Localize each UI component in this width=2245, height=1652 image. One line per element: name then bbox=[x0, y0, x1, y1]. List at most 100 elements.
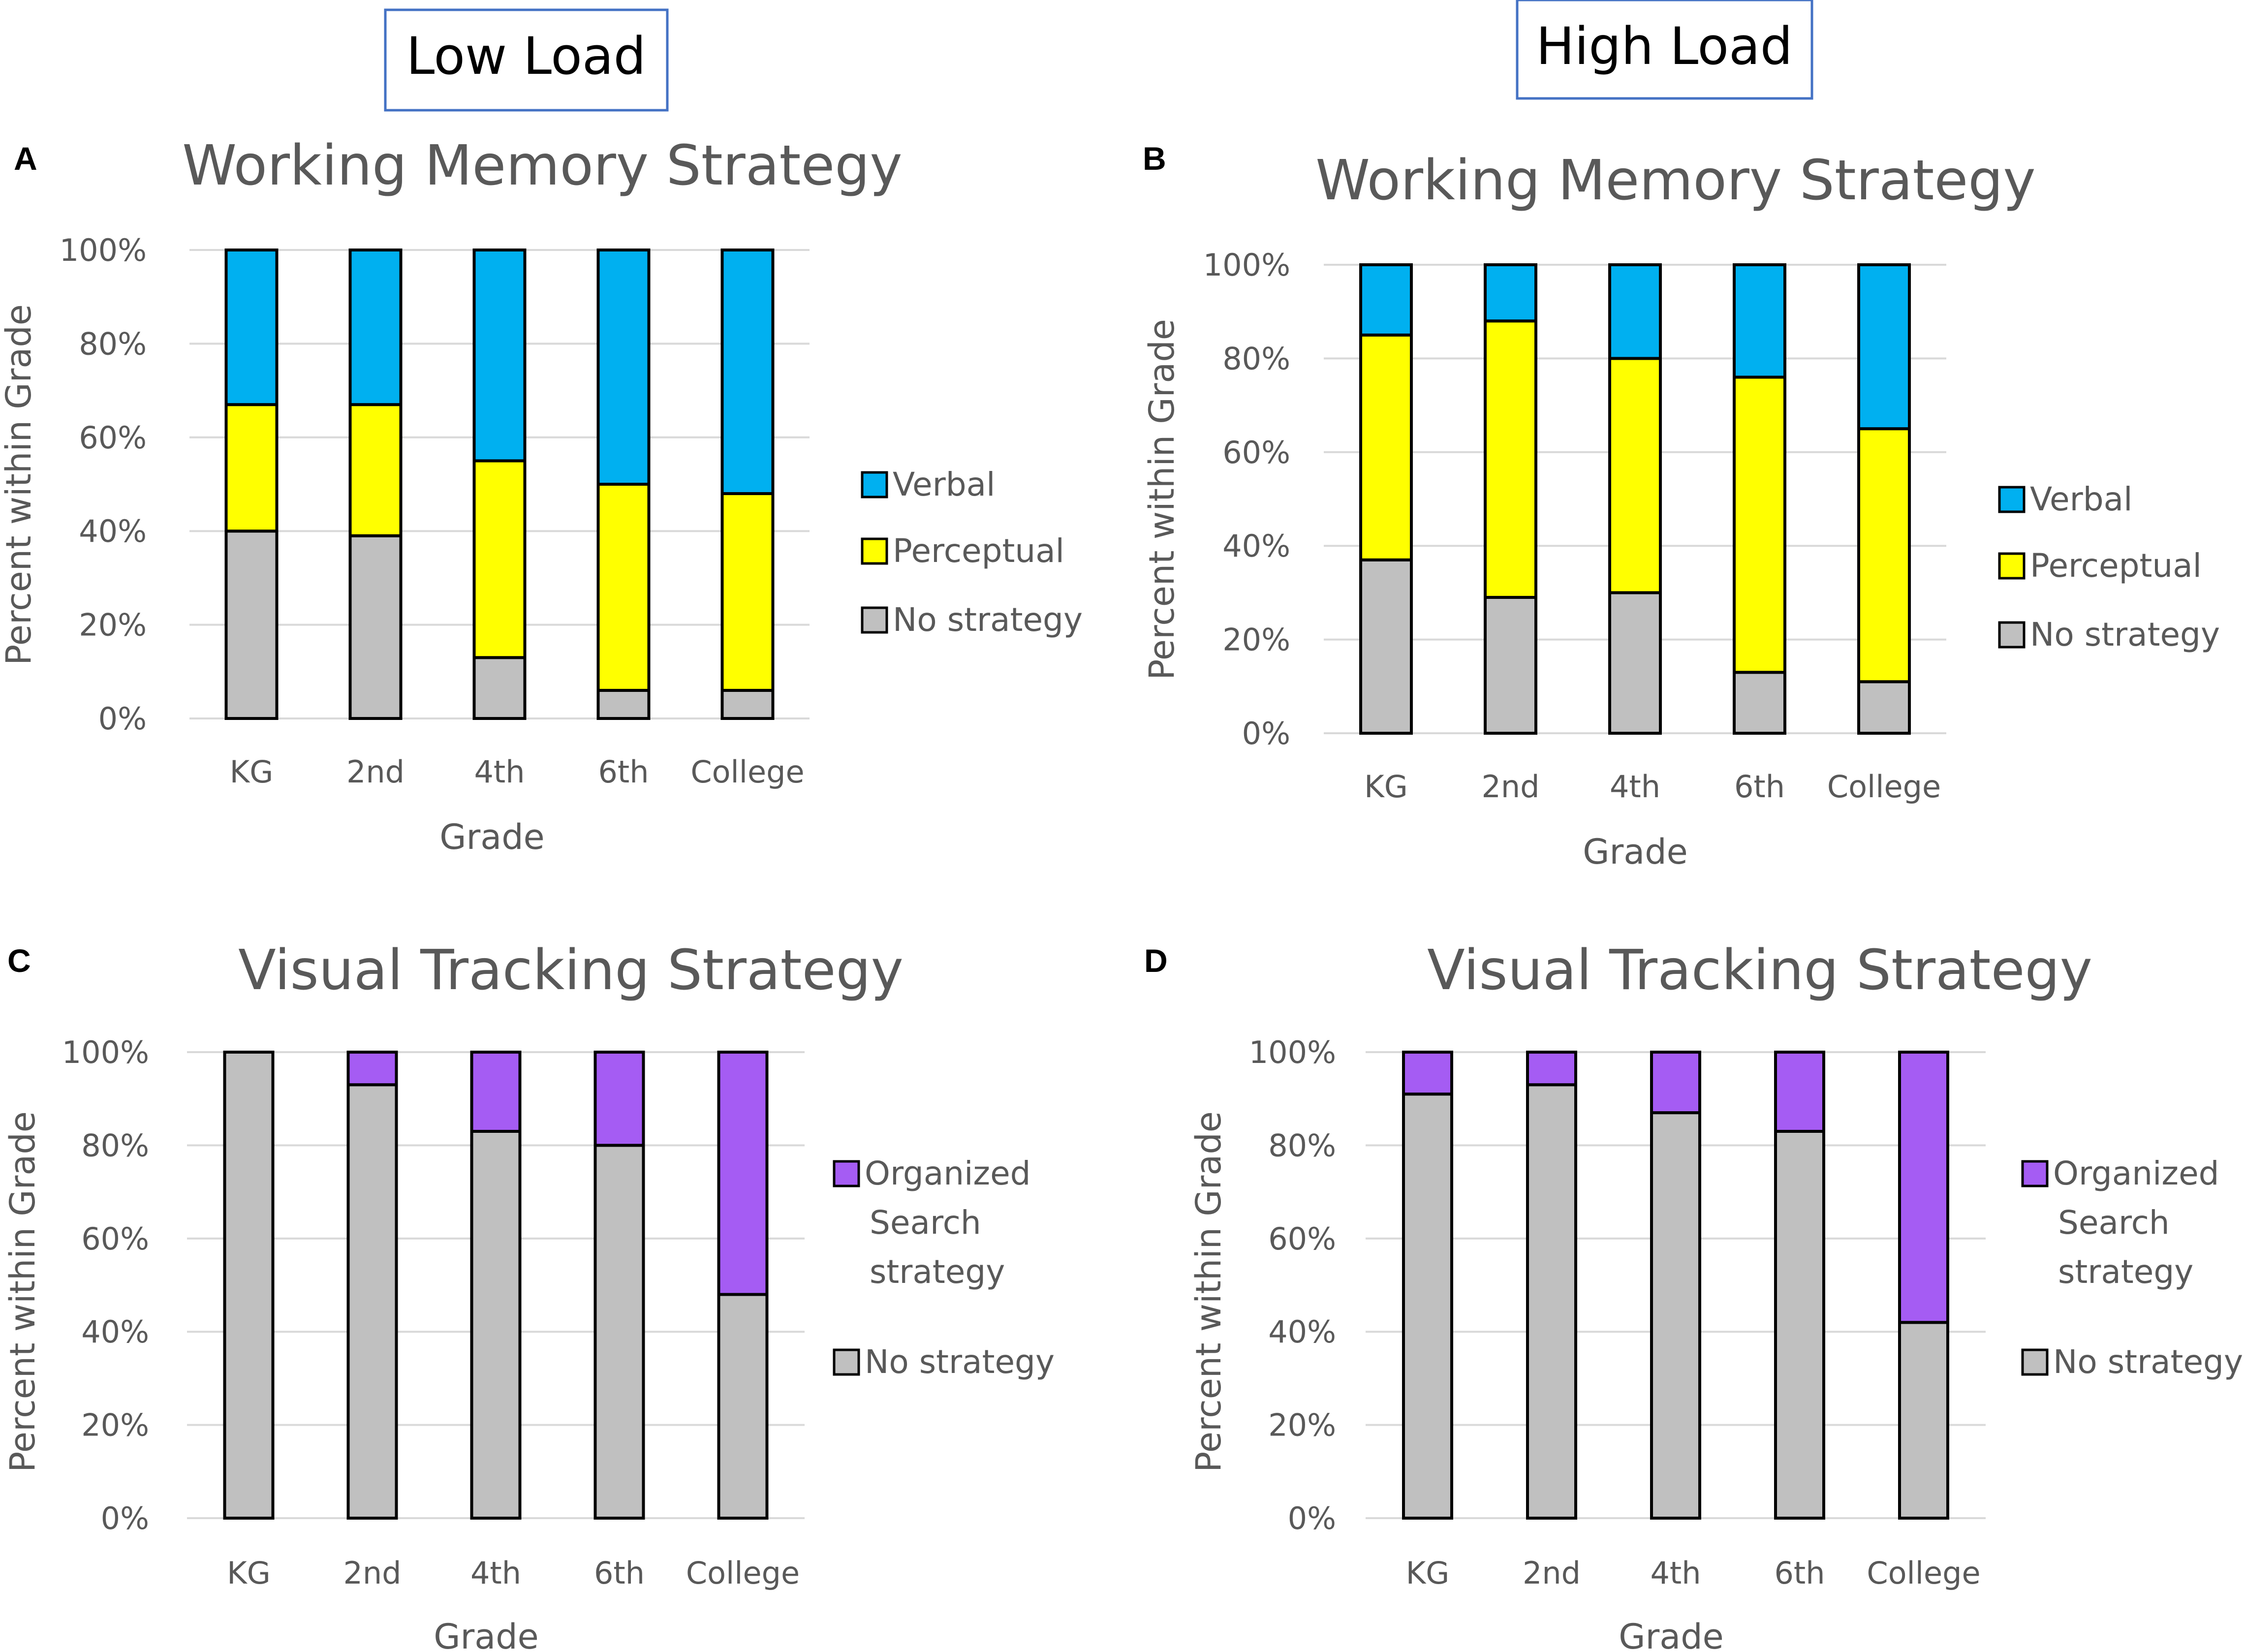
x-tick-label: KG bbox=[230, 754, 274, 790]
bar-6th-no-strategy bbox=[1733, 671, 1786, 735]
y-axis-title: Percent within Grade bbox=[1142, 319, 1182, 680]
y-tick-label: 40% bbox=[79, 513, 147, 549]
y-tick-label: 40% bbox=[1222, 528, 1290, 564]
bar-kg-verbal bbox=[1359, 263, 1413, 337]
bar-6th-organized-search-strategy bbox=[1774, 1051, 1825, 1133]
y-tick-label: 80% bbox=[79, 326, 147, 362]
bar-college-no-strategy bbox=[1898, 1321, 1949, 1520]
bar-2nd-no-strategy bbox=[346, 1083, 398, 1520]
y-tick-label: 40% bbox=[1268, 1314, 1336, 1350]
bar-6th-perceptual bbox=[1733, 375, 1786, 674]
y-tick-label: 80% bbox=[1268, 1127, 1336, 1163]
legend-swatch-no-strategy bbox=[833, 1348, 860, 1376]
high-load-label: High Load bbox=[1536, 16, 1793, 76]
legend: Organized Search strategy No strategy bbox=[833, 1154, 1055, 1381]
bar-6th-perceptual bbox=[596, 483, 651, 692]
bar-college-organized-search-strategy bbox=[717, 1051, 769, 1296]
bar-kg-verbal bbox=[224, 249, 279, 406]
bar-kg-perceptual bbox=[1359, 333, 1413, 561]
bar-4th-perceptual bbox=[472, 459, 527, 659]
legend-label: Perceptual bbox=[2030, 547, 2202, 585]
x-tick-label: College bbox=[1867, 1555, 1980, 1591]
chart-title: Working Memory Strategy bbox=[182, 134, 902, 198]
bar-2nd-verbal bbox=[1484, 263, 1537, 323]
bar-kg-no-strategy bbox=[1402, 1092, 1453, 1520]
bar-4th-organized-search-strategy bbox=[1650, 1051, 1701, 1115]
x-tick-label: 2nd bbox=[1481, 769, 1539, 805]
x-tick-label: College bbox=[1827, 769, 1941, 805]
bar-2nd-organized-search-strategy bbox=[346, 1051, 398, 1087]
x-tick-label: 4th bbox=[474, 754, 525, 790]
legend-swatch-organized-search-strategy bbox=[2021, 1160, 2049, 1187]
legend-label: No strategy bbox=[893, 601, 1083, 639]
bar-4th-perceptual bbox=[1608, 357, 1662, 594]
legend-label: Verbal bbox=[2030, 480, 2132, 518]
legend-swatch-no-strategy bbox=[861, 606, 888, 634]
bar-college-perceptual bbox=[720, 492, 775, 692]
y-tick-label: 60% bbox=[1268, 1221, 1336, 1257]
y-tick-label: 100% bbox=[1203, 247, 1290, 283]
legend-swatch-no-strategy bbox=[2021, 1348, 2049, 1376]
y-tick-label: 60% bbox=[79, 420, 147, 456]
bar-kg-no-strategy bbox=[1359, 558, 1413, 735]
y-tick-label: 100% bbox=[1249, 1034, 1336, 1070]
bar-6th-verbal bbox=[1733, 263, 1786, 379]
legend-swatch-verbal bbox=[861, 471, 888, 499]
x-tick-label: 4th bbox=[470, 1555, 521, 1591]
legend-swatch-no-strategy bbox=[1998, 621, 2026, 649]
x-axis-title: Grade bbox=[1583, 832, 1687, 872]
bar-college-no-strategy bbox=[717, 1293, 769, 1520]
y-axis-title: Percent within Grade bbox=[0, 304, 39, 665]
panel-letter: C bbox=[7, 942, 31, 979]
chart-title: Visual Tracking Strategy bbox=[1427, 938, 2092, 1002]
bar-6th-organized-search-strategy bbox=[593, 1051, 645, 1147]
bar-college-organized-search-strategy bbox=[1898, 1051, 1949, 1324]
bar-2nd-perceptual bbox=[1484, 319, 1537, 599]
x-tick-label: College bbox=[690, 754, 804, 790]
y-tick-label: 0% bbox=[1242, 716, 1290, 751]
x-tick-label: College bbox=[686, 1555, 800, 1591]
x-tick-label: 6th bbox=[594, 1555, 645, 1591]
panel-letter: A bbox=[14, 140, 37, 177]
bar-2nd-no-strategy bbox=[1484, 595, 1537, 735]
legend-label: No strategy bbox=[865, 1343, 1055, 1381]
panel-a-working-memory-low-load: A Working Memory Strategy Grade Percent … bbox=[0, 134, 1083, 857]
y-tick-label: 0% bbox=[1288, 1500, 1336, 1536]
y-tick-label: 0% bbox=[98, 701, 147, 737]
legend-label: Search bbox=[2058, 1204, 2170, 1242]
y-tick-label: 100% bbox=[60, 232, 147, 268]
legend-label: strategy bbox=[870, 1253, 1005, 1291]
bar-4th-no-strategy bbox=[470, 1129, 522, 1520]
bar-2nd-perceptual bbox=[348, 403, 403, 537]
legend-label: strategy bbox=[2058, 1253, 2193, 1291]
x-axis-title: Grade bbox=[434, 1617, 538, 1652]
y-tick-label: 20% bbox=[79, 607, 147, 643]
bar-college-verbal bbox=[720, 249, 775, 496]
bar-college-perceptual bbox=[1857, 427, 1911, 684]
legend: Verbal Perceptual No strategy bbox=[1998, 480, 2220, 654]
bar-2nd-no-strategy bbox=[348, 534, 403, 720]
low-load-label: Low Load bbox=[406, 26, 646, 86]
x-tick-label: KG bbox=[227, 1555, 271, 1591]
high-load-header: High Load bbox=[1516, 0, 1813, 100]
y-axis-title: Percent within Grade bbox=[1188, 1111, 1229, 1472]
x-tick-label: KG bbox=[1406, 1555, 1450, 1591]
y-tick-label: 100% bbox=[62, 1034, 149, 1070]
x-tick-label: 2nd bbox=[343, 1555, 401, 1591]
bar-college-no-strategy bbox=[1857, 680, 1911, 735]
bar-college-verbal bbox=[1857, 263, 1911, 431]
legend-swatch-organized-search-strategy bbox=[833, 1160, 860, 1187]
bar-kg-no-strategy bbox=[224, 530, 279, 720]
panel-letter: D bbox=[1144, 942, 1168, 979]
low-load-header: Low Load bbox=[384, 8, 669, 112]
legend-swatch-verbal bbox=[1998, 486, 2026, 513]
y-tick-label: 20% bbox=[81, 1407, 149, 1443]
legend-swatch-perceptual bbox=[1998, 552, 2026, 580]
y-tick-label: 40% bbox=[81, 1314, 149, 1350]
legend-label: Organized bbox=[2053, 1154, 2219, 1192]
x-tick-label: 2nd bbox=[346, 754, 405, 790]
x-tick-label: 4th bbox=[1650, 1555, 1701, 1591]
panel-c-visual-tracking-low-load: C Visual Tracking Strategy Grade Percent… bbox=[2, 938, 1055, 1652]
legend: Verbal Perceptual No strategy bbox=[861, 466, 1083, 639]
